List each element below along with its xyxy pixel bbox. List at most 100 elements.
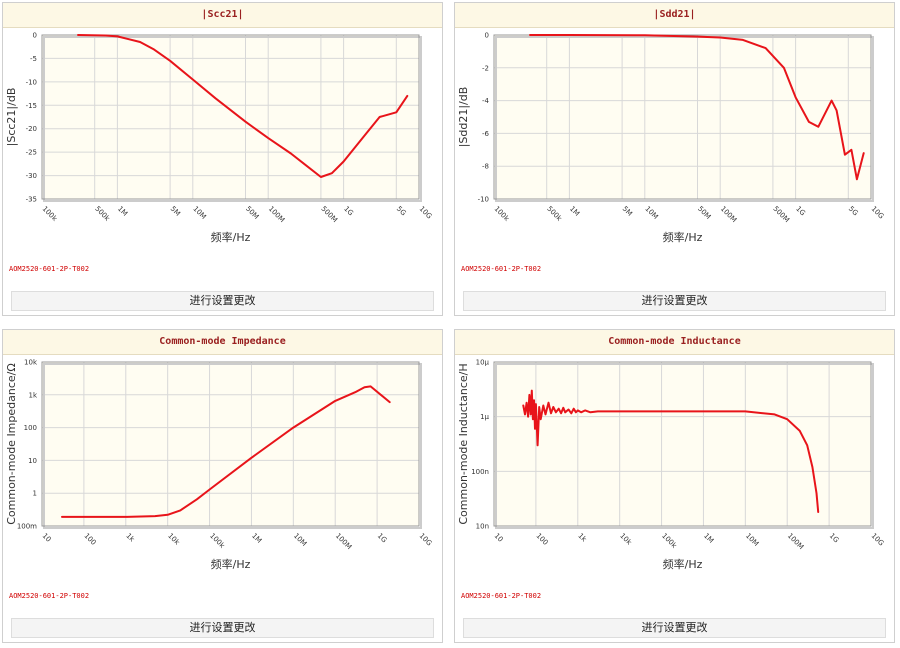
settings-change-button[interactable]: 进行设置更改 <box>463 618 886 638</box>
y-tick-label: -10 <box>478 196 489 204</box>
y-tick-label: 0 <box>485 32 489 40</box>
x-tick-label: 10 <box>41 532 53 544</box>
part-number: AOM2520-601-2P-T002 <box>9 265 90 273</box>
part-number: AOM2520-601-2P-T002 <box>461 592 542 600</box>
x-tick-label: 1G <box>794 205 807 218</box>
y-tick-label: -15 <box>26 102 37 110</box>
x-tick-label: 1G <box>376 532 389 545</box>
x-tick-label: 10 <box>493 532 505 544</box>
settings-change-button[interactable]: 进行设置更改 <box>11 291 434 311</box>
panel-title: |Scc21| <box>3 3 442 28</box>
plot-area <box>42 362 419 526</box>
y-tick-label: 0 <box>33 32 37 40</box>
x-tick-label: 10M <box>292 532 308 548</box>
x-tick-label: 100M <box>334 532 353 551</box>
x-tick-label: 1M <box>250 532 263 545</box>
x-tick-label: 1k <box>576 532 588 544</box>
y-tick-label: 10 <box>28 457 37 465</box>
x-tick-label: 100M <box>786 532 805 551</box>
x-tick-label: 50M <box>244 205 260 221</box>
plot-border <box>41 34 420 200</box>
plot-border <box>493 34 872 200</box>
x-tick-label: 5M <box>621 205 634 218</box>
x-tick-label: 100k <box>208 532 227 551</box>
x-tick-label: 10M <box>643 205 659 221</box>
plot-shadow <box>495 363 874 529</box>
x-tick-label: 1M <box>116 205 129 218</box>
x-tick-label: 100 <box>82 532 97 547</box>
x-tick-label: 100M <box>719 205 738 224</box>
plot-area <box>494 362 871 526</box>
y-tick-label: -35 <box>26 196 37 204</box>
x-tick-label: 10G <box>870 205 886 221</box>
chart-sdd21: 100k 500k 1M 5M 10M 50M 100M 500M 1G 5G 10G 0 -2 -4 -6… <box>457 32 886 245</box>
panel-title: Common-mode Inductance <box>455 330 894 355</box>
x-tick-label: 5G <box>847 205 860 218</box>
y-axis-label: Common-mode Inductance/H <box>457 363 470 524</box>
y-tick-label: 100m <box>17 523 37 531</box>
y-tick-label: 1k <box>28 391 37 399</box>
chart-scc21: 100k 500k 1M 5M 10M 50M 100M 500M 1G 5G 10G 0 -5 -10 -… <box>5 32 434 245</box>
y-tick-label: 1 <box>33 490 37 498</box>
x-tick-label: 100 <box>534 532 549 547</box>
x-tick-label: 1G <box>342 205 355 218</box>
x-tick-label: 1M <box>702 532 715 545</box>
x-tick-label: 10k <box>166 532 181 547</box>
settings-change-button[interactable]: 进行设置更改 <box>463 291 886 311</box>
plot-shadow <box>43 36 422 202</box>
x-tick-label: 1M <box>568 205 581 218</box>
x-axis-label: 频率/Hz <box>663 230 703 244</box>
y-axis-label: |Scc21|/dB <box>5 88 18 147</box>
x-axis-label: 频率/Hz <box>663 557 703 571</box>
plot-area <box>494 35 871 199</box>
part-number: AOM2520-601-2P-T002 <box>9 592 90 600</box>
series-line <box>522 389 820 513</box>
y-tick-label: 10n <box>476 523 489 531</box>
x-tick-label: 10G <box>418 205 434 221</box>
y-tick-label: 10k <box>24 359 38 367</box>
y-tick-label: -10 <box>26 78 37 86</box>
chart-panel-common-mode-impedance: Common-mode Impedance 10 100 1k 10k 100k 1M 10… <box>2 329 443 643</box>
x-tick-label: 500M <box>319 205 338 224</box>
x-tick-label: 500M <box>771 205 790 224</box>
x-tick-label: 10M <box>191 205 207 221</box>
x-tick-label: 1G <box>828 532 841 545</box>
y-tick-label: -8 <box>482 163 489 171</box>
y-tick-label: 100 <box>24 424 37 432</box>
y-tick-label: 10μ <box>476 359 490 367</box>
x-tick-label: 10k <box>618 532 633 547</box>
y-tick-label: 100n <box>471 468 489 476</box>
x-tick-label: 100k <box>493 205 512 224</box>
y-tick-label: -30 <box>26 172 37 180</box>
panel-title: |Sdd21| <box>455 3 894 28</box>
y-tick-label: -25 <box>26 149 37 157</box>
plot-border <box>41 361 420 527</box>
y-tick-label: 1μ <box>480 413 489 421</box>
x-tick-label: 5G <box>395 205 408 218</box>
x-tick-label: 10G <box>418 532 434 548</box>
chart-common-mode-impedance: 10 100 1k 10k 100k 1M 10M 100M 1G 10G 10k 1k 100 10 1 1… <box>5 359 434 572</box>
y-tick-label: -6 <box>482 130 490 138</box>
plot-shadow <box>43 363 422 529</box>
part-number: AOM2520-601-2P-T002 <box>461 265 542 273</box>
x-tick-label: 100M <box>267 205 286 224</box>
series-line <box>61 385 391 518</box>
plot-area <box>42 35 419 199</box>
y-tick-label: -4 <box>482 97 490 105</box>
x-tick-label: 500k <box>545 205 564 224</box>
y-tick-label: -20 <box>26 125 37 133</box>
x-tick-label: 50M <box>696 205 712 221</box>
x-tick-label: 1k <box>124 532 136 544</box>
y-tick-label: -5 <box>30 55 37 63</box>
settings-change-button[interactable]: 进行设置更改 <box>11 618 434 638</box>
y-axis-label: Common-mode Impedance/Ω <box>5 363 18 525</box>
x-axis-label: 频率/Hz <box>211 557 251 571</box>
chart-panel-common-mode-inductance: Common-mode Inductance 10 100 1k 10k 100k 1M 1… <box>454 329 895 643</box>
x-tick-label: 5M <box>169 205 182 218</box>
chart-panel-scc21: |Scc21| 100k 500k 1M 5M 10M 50M 100M 500M 1G 5G 10… <box>2 2 443 316</box>
y-tick-label: -2 <box>482 64 489 72</box>
x-tick-label: 500k <box>93 205 112 224</box>
chart-panel-sdd21: |Sdd21| 100k 500k 1M 5M 10M 50M 100M 500M 1G 5G 10… <box>454 2 895 316</box>
x-tick-label: 10G <box>870 532 886 548</box>
x-tick-label: 10M <box>744 532 760 548</box>
